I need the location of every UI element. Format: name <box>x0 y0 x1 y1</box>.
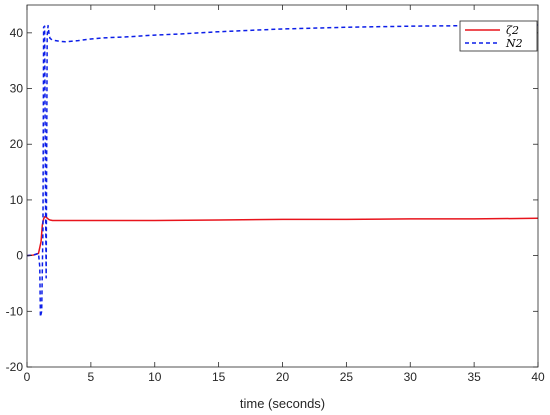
legend-box <box>459 20 538 52</box>
legend-label-zeta2: ζ2 <box>506 24 519 37</box>
x-tick-label: 30 <box>404 370 418 384</box>
legend: ζ2 N2 <box>459 20 538 52</box>
plot-area <box>27 5 538 367</box>
x-tick-label: 5 <box>88 370 95 384</box>
y-tick-label: 30 <box>10 82 24 96</box>
y-tick-label: 0 <box>16 249 23 263</box>
x-axis-label: time (seconds) <box>240 396 325 411</box>
series-line-zeta2 <box>26 215 539 257</box>
y-tick-label: -10 <box>6 304 24 318</box>
x-tick-label: 25 <box>340 370 354 384</box>
legend-label-n2: N2 <box>505 37 523 50</box>
x-tick-label: 10 <box>148 370 162 384</box>
y-tick-label: -20 <box>6 360 24 374</box>
x-tick-label: 0 <box>24 370 31 384</box>
x-tick-label: 35 <box>467 370 481 384</box>
y-tick-label: 10 <box>10 193 24 207</box>
series-layer <box>26 24 539 318</box>
x-tick-label: 40 <box>531 370 545 384</box>
y-tick-label: 20 <box>10 137 24 151</box>
x-tick-label: 15 <box>212 370 226 384</box>
tick-layer: 0 5 10 15 20 25 30 35 40 -20 -10 0 10 20 30 40 <box>6 5 545 384</box>
x-tick-label: 20 <box>276 370 290 384</box>
y-tick-label: 40 <box>10 26 24 40</box>
